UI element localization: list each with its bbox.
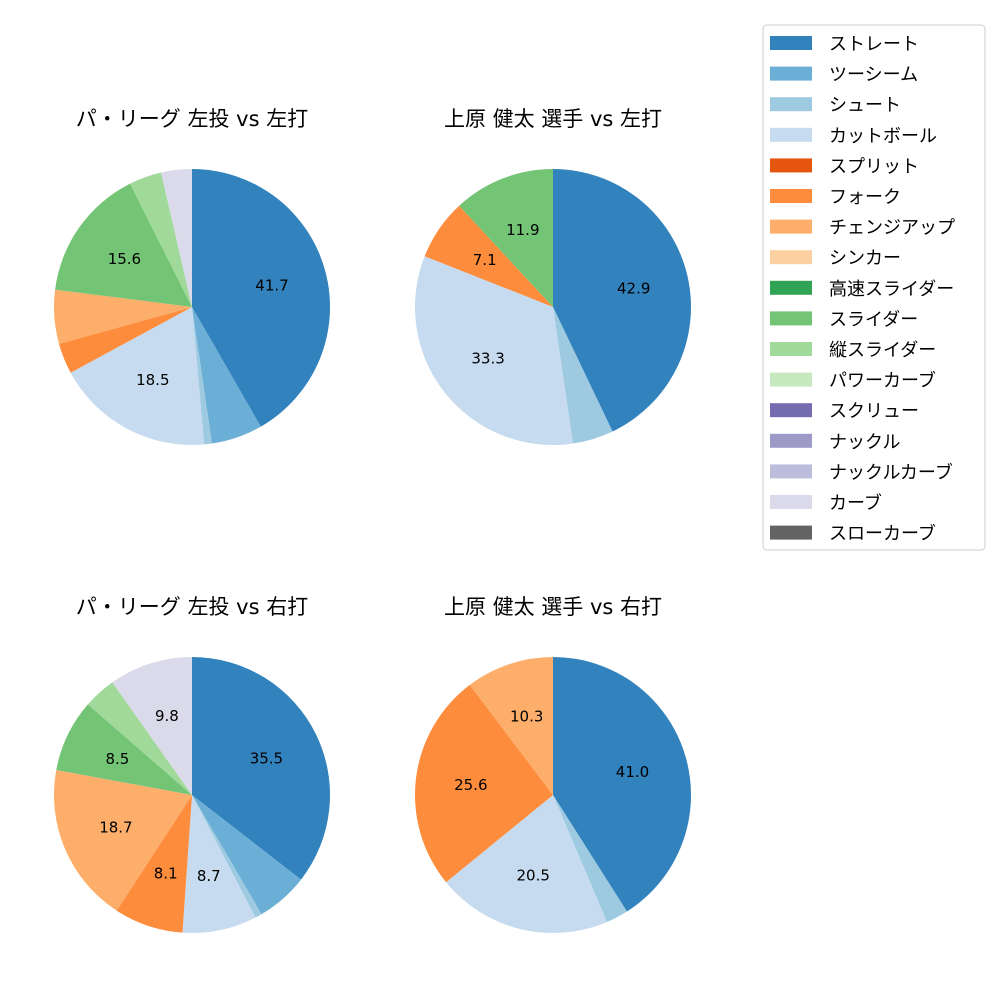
pie-1-slice-3 — [424, 205, 553, 307]
legend-swatch-10 — [770, 342, 812, 356]
pie-1-slice-4 — [459, 169, 553, 307]
pie-1-slice-2 — [415, 256, 573, 445]
pie-title-2: パ・リーグ 左投 vs 右打 — [76, 595, 308, 619]
legend-swatch-3 — [770, 127, 812, 142]
pie-0-slice-6 — [55, 183, 193, 307]
pie-1-slice-0 — [553, 169, 691, 432]
pie-0-slice-2 — [192, 307, 212, 445]
pie-0-slice-4 — [59, 307, 193, 373]
legend-swatch-0 — [770, 36, 812, 50]
pie-3-slice-1 — [553, 795, 627, 922]
legend-swatch-13 — [770, 433, 812, 448]
legend-label-1: ツーシーム — [829, 65, 918, 86]
pie-2-label-3: 8.7 — [197, 867, 221, 885]
pie-1-label-0: 42.9 — [617, 280, 650, 298]
legend-swatch-6 — [770, 219, 812, 234]
pie-2-slice-4 — [116, 795, 192, 933]
legend-swatch-16 — [770, 525, 812, 540]
pie-title-3: 上原 健太 選手 vs 右打 — [444, 595, 662, 619]
legend-label-15: カーブ — [829, 492, 882, 514]
legend-swatch-14 — [770, 464, 812, 479]
legend-swatch-2 — [770, 97, 812, 112]
legend-swatch-12 — [770, 403, 812, 418]
pie-3-slice-3 — [415, 684, 553, 883]
legend-label-9: スライダー — [829, 309, 918, 330]
pie-1-label-3: 7.1 — [473, 251, 497, 269]
pie-3-slice-0 — [553, 657, 692, 912]
legend: ストレートツーシームシュートカットボールスプリットフォークチェンジアップシンカー… — [762, 24, 986, 551]
pie-2-slice-8 — [112, 657, 192, 795]
legend-label-12: スクリュー — [829, 401, 919, 422]
pie-3-label-0: 41.0 — [616, 763, 649, 781]
legend-label-13: ナックル — [829, 432, 900, 453]
legend-label-4: スプリット — [829, 156, 919, 177]
legend-label-3: カットボール — [829, 126, 937, 147]
pie-3-slice-2 — [446, 795, 608, 933]
legend-label-6: チェンジアップ — [829, 218, 955, 239]
pie-2-label-5: 18.7 — [99, 819, 132, 837]
legend-label-0: ストレート — [829, 34, 919, 55]
pie-2-label-6: 8.5 — [105, 750, 129, 768]
pie-0-label-3: 18.5 — [136, 371, 169, 389]
pie-title-0: パ・リーグ 左投 vs 左打 — [76, 107, 308, 131]
pie-2-label-4: 8.1 — [154, 865, 178, 883]
pie-2-slice-2 — [192, 795, 262, 918]
pie-2-slice-7 — [87, 682, 192, 795]
pie-title-1: 上原 健太 選手 vs 左打 — [444, 107, 662, 131]
legend-label-10: 縦スライダー — [829, 340, 936, 361]
legend-swatch-4 — [770, 158, 812, 173]
pie-2-label-8: 9.8 — [155, 707, 179, 725]
pie-0-label-6: 15.6 — [108, 250, 141, 268]
pie-1-slice-1 — [553, 307, 613, 444]
pie-3-label-2: 20.5 — [516, 866, 549, 884]
legend-label-14: ナックルカーブ — [829, 461, 953, 483]
legend-label-11: パワーカーブ — [829, 370, 936, 392]
pie-2-slice-1 — [192, 795, 302, 915]
pie-0-slice-3 — [70, 307, 205, 446]
legend-swatch-1 — [770, 66, 812, 81]
legend-label-5: フォーク — [829, 187, 901, 208]
pie-0-label-0: 41.7 — [255, 277, 288, 295]
legend-swatch-15 — [770, 495, 812, 509]
legend-label-7: シンカー — [829, 248, 901, 269]
pie-0-slice-1 — [192, 307, 261, 444]
legend-label-16: スローカーブ — [829, 523, 936, 545]
pie-2-slice-0 — [192, 657, 330, 880]
pie-1-label-4: 11.9 — [506, 221, 539, 239]
pie-charts: 41.7 18.5 15.6 42.9 33.3 7.1 11.9 35.5 8.7 8.1 18.… — [53, 169, 692, 933]
pie-0-slice-0 — [192, 169, 331, 427]
legend-swatch-7 — [770, 250, 812, 265]
legend-swatch-8 — [770, 280, 812, 295]
pie-2-label-0: 35.5 — [250, 750, 283, 768]
pie-0-slice-5 — [54, 289, 193, 344]
legend-frame — [762, 24, 986, 551]
pie-2-slice-3 — [182, 795, 256, 933]
pie-3-label-3: 25.6 — [454, 776, 487, 794]
legend-swatch-11 — [770, 372, 812, 387]
pie-1-label-2: 33.3 — [471, 349, 504, 367]
pie-0-slice-8 — [161, 169, 192, 307]
pie-2-slice-5 — [53, 769, 192, 911]
pie-0-slice-7 — [130, 172, 192, 307]
legend-label-2: シュート — [829, 95, 901, 116]
legend-label-8: 高速スライダー — [829, 279, 954, 300]
legend-swatch-5 — [770, 189, 812, 203]
pie-2-slice-6 — [56, 704, 192, 795]
pie-3-label-4: 10.3 — [510, 708, 543, 726]
pie-3-slice-4 — [469, 657, 553, 795]
legend-swatch-9 — [770, 311, 812, 326]
